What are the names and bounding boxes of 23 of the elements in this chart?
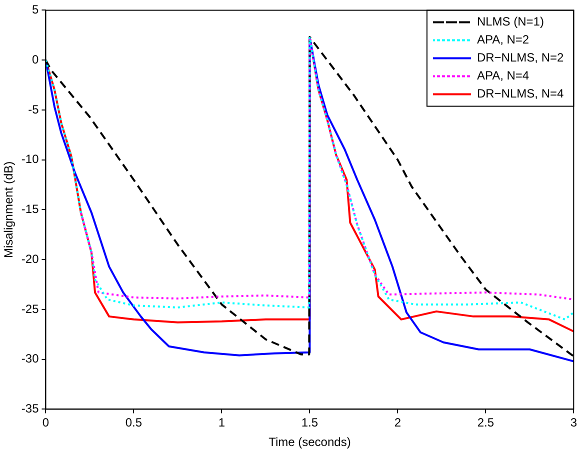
y-tick-label: -25 <box>21 302 40 316</box>
y-tick-label: 0 <box>32 52 40 66</box>
x-axis-title: Time (seconds) <box>268 435 351 450</box>
y-axis-title: Misalignment (dB) <box>2 161 16 258</box>
legend-label: APA, N=2 <box>476 32 530 47</box>
x-tick-label: 2 <box>394 416 402 430</box>
x-tick-label: 0.5 <box>125 416 142 430</box>
legend-label: DR−NLMS, N=4 <box>476 86 564 101</box>
y-tick-label: -20 <box>21 252 40 266</box>
x-tick-label: 1 <box>218 416 226 430</box>
x-tick-label: 3 <box>570 416 578 430</box>
legend-label: NLMS (N=1) <box>476 14 544 29</box>
y-tick-label: -30 <box>21 352 40 366</box>
x-tick-label: 1.5 <box>301 416 318 430</box>
y-tick-label: 5 <box>32 2 40 17</box>
x-tick-label: 0 <box>42 416 50 430</box>
x-tick-label: 2.5 <box>477 416 494 430</box>
y-tick-label: -35 <box>21 402 40 416</box>
legend-label: APA, N=4 <box>476 68 530 83</box>
y-tick-label: -5 <box>28 102 40 116</box>
y-tick-label: -10 <box>21 152 40 166</box>
legend-label: DR−NLMS, N=2 <box>476 50 564 65</box>
y-tick-label: -15 <box>21 202 40 216</box>
